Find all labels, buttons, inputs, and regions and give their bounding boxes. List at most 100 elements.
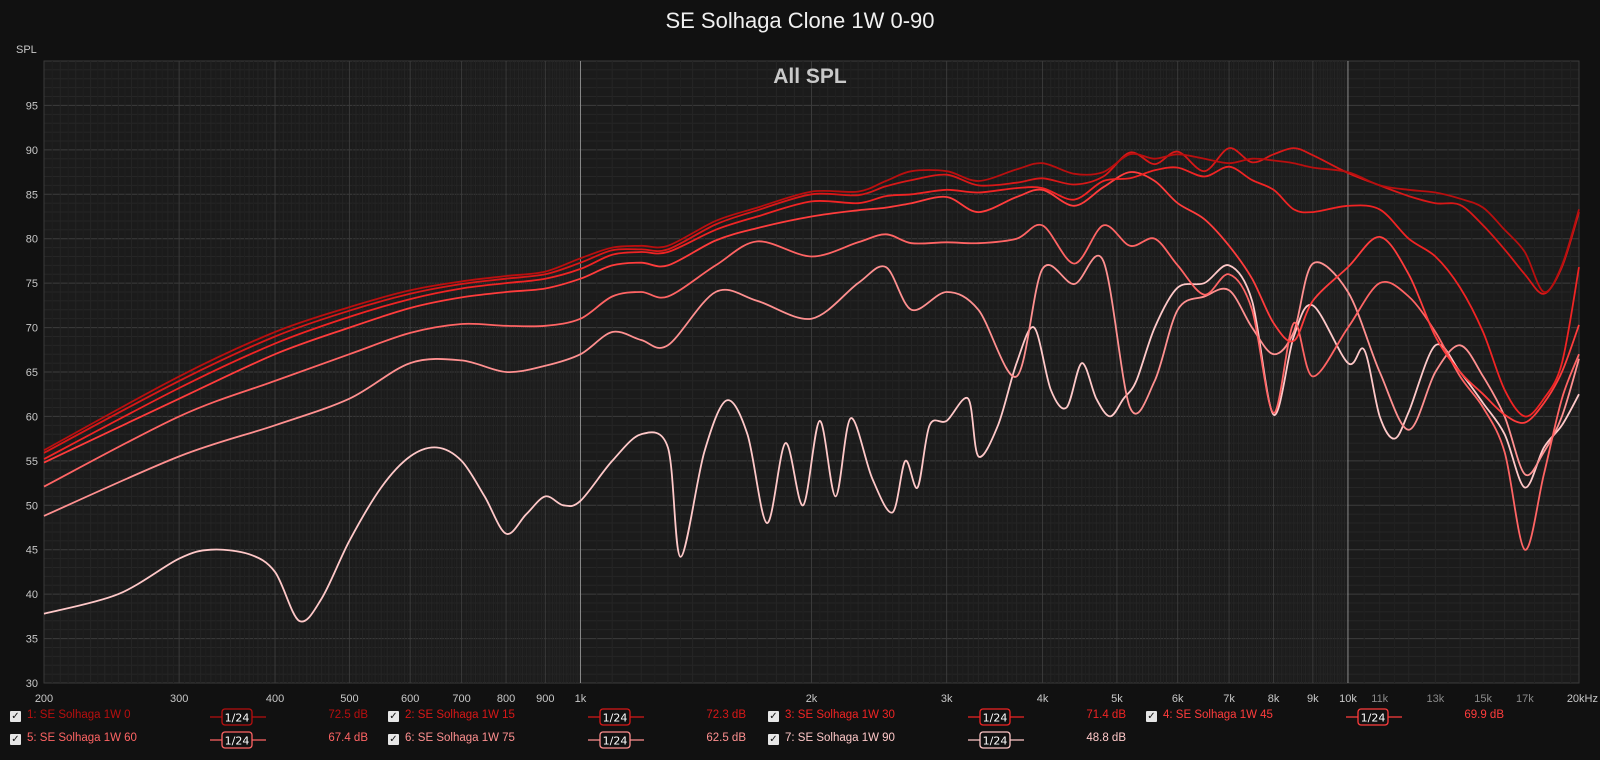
y-tick-label: 70 xyxy=(26,323,38,335)
x-tick-label: 15k xyxy=(1474,693,1492,705)
legend-item-6[interactable]: ✓ 6: SE Solhaga 1W 75 1/24 62.5 dB xyxy=(388,731,758,753)
smoothing-label: 1/24 xyxy=(1361,712,1386,725)
x-tick-label: 10k xyxy=(1339,693,1357,705)
x-tick-label: 1k xyxy=(575,693,587,705)
smoothing-badge[interactable]: 1/24 xyxy=(210,730,266,750)
series-line-2 xyxy=(43,147,1580,454)
x-tick-label: 7k xyxy=(1223,693,1235,705)
x-tick-label: 800 xyxy=(497,693,515,705)
x-tick-label: 20kHz xyxy=(1567,693,1598,705)
smoothing-badge[interactable]: 1/24 xyxy=(588,730,644,750)
y-axis-label: SPL xyxy=(16,44,37,56)
level-value: 48.8 dB xyxy=(1086,732,1126,744)
y-tick-label: 55 xyxy=(26,456,38,468)
series-line-5 xyxy=(43,223,1580,551)
series-line-6 xyxy=(43,254,1580,517)
swatch-box xyxy=(599,731,631,749)
x-tick-label: 500 xyxy=(340,693,358,705)
series-line-1 xyxy=(43,152,1580,451)
x-tick-label: 11k xyxy=(1371,693,1388,705)
swatch-box xyxy=(1357,708,1389,726)
series-checkbox[interactable]: ✓ xyxy=(768,711,779,722)
x-tick-label: 900 xyxy=(536,693,554,705)
smoothing-badge[interactable]: 1/24 xyxy=(588,707,644,727)
x-tick-label: 17k xyxy=(1516,693,1534,705)
legend-label: 3: SE Solhaga 1W 30 xyxy=(785,709,895,721)
swatch-box xyxy=(221,731,253,749)
series-checkbox[interactable]: ✓ xyxy=(10,711,21,722)
x-tick-label: 2k xyxy=(806,693,818,705)
x-tick-label: 600 xyxy=(401,693,419,705)
x-tick-label: 5k xyxy=(1111,693,1123,705)
swatch-box xyxy=(599,708,631,726)
smoothing-badge[interactable]: 1/24 xyxy=(968,730,1024,750)
x-tick-label: 6k xyxy=(1172,693,1184,705)
x-tick-label: 700 xyxy=(452,693,470,705)
level-value: 72.5 dB xyxy=(328,709,368,721)
x-tick-label: 300 xyxy=(170,693,188,705)
swatch-box xyxy=(221,708,253,726)
x-tick-label: 3k xyxy=(941,693,953,705)
legend-item-3[interactable]: ✓ 3: SE Solhaga 1W 30 1/24 71.4 dB xyxy=(768,708,1138,730)
x-tick-label: 13k xyxy=(1427,693,1445,705)
y-tick-label: 45 xyxy=(26,545,38,557)
x-ticks: 200 300 400 500 600 700 800 900 1k 2k 3k 4k 5k 6k 7k 8k… xyxy=(35,693,1598,705)
series-line-4 xyxy=(43,171,1580,464)
level-value: 72.3 dB xyxy=(706,709,746,721)
legend-label: 1: SE Solhaga 1W 0 xyxy=(27,709,131,721)
y-tick-label: 65 xyxy=(26,367,38,379)
y-tick-label: 30 xyxy=(26,678,38,690)
x-tick-label: 200 xyxy=(35,693,53,705)
x-tick-label: 8k xyxy=(1268,693,1280,705)
series-line-7 xyxy=(43,264,1580,623)
legend-item-5[interactable]: ✓ 5: SE Solhaga 1W 60 1/24 67.4 dB xyxy=(10,731,380,753)
y-tick-label: 60 xyxy=(26,411,38,423)
grid xyxy=(43,60,1580,684)
y-tick-label: 85 xyxy=(26,189,38,201)
series-checkbox[interactable]: ✓ xyxy=(1146,711,1157,722)
legend-label: 4: SE Solhaga 1W 45 xyxy=(1163,709,1273,721)
series-checkbox[interactable]: ✓ xyxy=(388,734,399,745)
chart-title: SE Solhaga Clone 1W 0-90 xyxy=(665,8,935,33)
smoothing-badge[interactable]: 1/24 xyxy=(968,707,1024,727)
y-tick-label: 50 xyxy=(26,500,38,512)
x-tick-label: 400 xyxy=(266,693,284,705)
series-checkbox[interactable]: ✓ xyxy=(10,734,21,745)
legend: ✓ 1: SE Solhaga 1W 0 1/24 72.5 dB ✓ 2: SE Sol… xyxy=(0,708,1600,760)
y-tick-label: 80 xyxy=(26,234,38,246)
y-tick-label: 75 xyxy=(26,278,38,290)
smoothing-label: 1/24 xyxy=(603,712,628,725)
legend-label: 7: SE Solhaga 1W 90 xyxy=(785,732,895,744)
plot-subtitle: All SPL xyxy=(773,65,847,88)
y-tick-label: 95 xyxy=(26,100,38,112)
x-tick-label: 4k xyxy=(1037,693,1049,705)
y-tick-label: 35 xyxy=(26,634,38,646)
level-value: 67.4 dB xyxy=(328,732,368,744)
smoothing-label: 1/24 xyxy=(983,735,1008,748)
y-tick-label: 40 xyxy=(26,589,38,601)
smoothing-label: 1/24 xyxy=(603,735,628,748)
legend-item-2[interactable]: ✓ 2: SE Solhaga 1W 15 1/24 72.3 dB xyxy=(388,708,758,730)
legend-label: 2: SE Solhaga 1W 15 xyxy=(405,709,515,721)
level-value: 71.4 dB xyxy=(1086,709,1126,721)
level-value: 62.5 dB xyxy=(706,732,746,744)
legend-item-4[interactable]: ✓ 4: SE Solhaga 1W 45 1/24 69.9 dB xyxy=(1146,708,1516,730)
series-checkbox[interactable]: ✓ xyxy=(388,711,399,722)
smoothing-badge[interactable]: 1/24 xyxy=(1346,707,1402,727)
swatch-box xyxy=(979,731,1011,749)
y-tick-label: 90 xyxy=(26,145,38,157)
swatch-box xyxy=(979,708,1011,726)
smoothing-badge[interactable]: 1/24 xyxy=(210,707,266,727)
legend-item-7[interactable]: ✓ 7: SE Solhaga 1W 90 1/24 48.8 dB xyxy=(768,731,1138,753)
spl-plot: All SPL SPL 30 35 40 45 50 55 60 65 70 75 80 85 90 95… xyxy=(16,44,1598,705)
legend-item-1[interactable]: ✓ 1: SE Solhaga 1W 0 1/24 72.5 dB xyxy=(10,708,380,730)
smoothing-label: 1/24 xyxy=(225,735,250,748)
series-checkbox[interactable]: ✓ xyxy=(768,734,779,745)
legend-label: 5: SE Solhaga 1W 60 xyxy=(27,732,137,744)
legend-label: 6: SE Solhaga 1W 75 xyxy=(405,732,515,744)
x-tick-label: 9k xyxy=(1307,693,1319,705)
series xyxy=(43,147,1580,623)
y-ticks: 30 35 40 45 50 55 60 65 70 75 80 85 90 95 xyxy=(26,100,38,690)
level-value: 69.9 dB xyxy=(1464,709,1504,721)
smoothing-label: 1/24 xyxy=(983,712,1008,725)
